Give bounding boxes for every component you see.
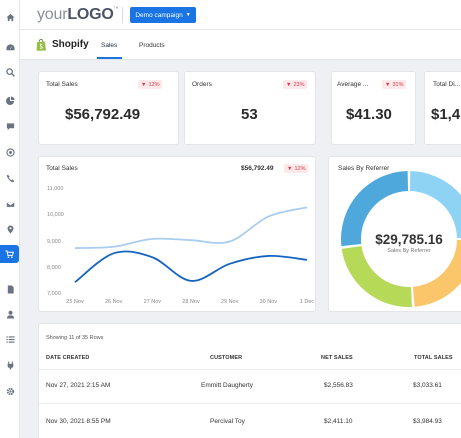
kpi-card-total-sales[interactable]: Total Sales ▼ 12% $56,792.49: [38, 71, 179, 145]
pie-chart-icon[interactable]: [4, 94, 16, 106]
down-arrow-icon: ▼: [141, 81, 147, 88]
total-sales-chart-card: Total Sales $56,792.49 ▼ 12% 11,000 10,000…: [38, 156, 316, 312]
row-divider-line: [39, 403, 461, 404]
kpi-value: $41.30: [346, 106, 392, 123]
x-tick-label: 25 Nov: [66, 299, 84, 305]
page-title: Shopify: [52, 39, 89, 50]
down-arrow-icon: ▼: [287, 165, 293, 172]
change-value: 12%: [148, 81, 160, 88]
change-badge: ▼ 12%: [138, 80, 163, 89]
user-icon[interactable]: [4, 308, 16, 320]
x-tick-label: 27 Nov: [143, 299, 162, 305]
chat-icon[interactable]: [4, 120, 16, 132]
shopify-bag-icon: [36, 39, 46, 51]
column-header-date[interactable]: DATE CREATED: [46, 355, 90, 361]
cell-net-sales: $2,411.10: [324, 418, 353, 425]
donut-subtitle: Sales By Referrer: [387, 248, 431, 254]
y-tick-label: 9,000: [47, 238, 61, 245]
chart-total: $56,792.49: [241, 165, 274, 172]
change-value: 12%: [294, 165, 306, 172]
kpi-label: Total Di...: [433, 81, 461, 88]
y-tick-label: 11,000: [47, 186, 64, 192]
dashboard-icon[interactable]: [4, 41, 16, 53]
kpi-card-orders[interactable]: Orders ▼ 23% 53: [184, 71, 316, 145]
tab-sales[interactable]: Sales: [101, 42, 118, 49]
campaign-dropdown-button[interactable]: Demo campaign ▼: [130, 7, 196, 23]
x-tick-label: 29 Nov: [220, 299, 239, 305]
campaign-label: Demo campaign: [135, 11, 183, 19]
donut-center: $29,785.16 Sales By Referrer: [359, 232, 459, 254]
x-tick-label: 26 Nov: [104, 299, 123, 305]
top-header: yourLOGO™ Demo campaign ▼: [20, 0, 461, 30]
x-tick-label: 30 Nov: [259, 299, 278, 305]
cart-icon[interactable]: [0, 245, 19, 263]
header-divider-line: [39, 369, 461, 370]
phone-icon[interactable]: [4, 172, 16, 184]
referrer-title: Sales By Referrer: [338, 165, 390, 172]
email-icon[interactable]: [4, 198, 16, 210]
y-tick-label: 8,000: [47, 264, 61, 271]
series-line: [74, 206, 308, 249]
orders-table-card: Showing 11 of 35 Rows DATE CREATED CUSTO…: [38, 323, 461, 438]
home-icon[interactable]: [4, 11, 16, 23]
logo: yourLOGO™: [37, 6, 119, 23]
tab-products[interactable]: Products: [139, 42, 165, 49]
kpi-label: Total Sales: [46, 81, 78, 88]
cell-net-sales: $2,556.83: [324, 382, 353, 389]
cell-customer: Percival Toy: [210, 418, 245, 425]
change-badge: ▼ 31%: [382, 80, 407, 89]
donut-chart: [341, 171, 461, 307]
down-arrow-icon: ▼: [286, 81, 292, 88]
chart-title: Total Sales: [46, 165, 78, 172]
cell-customer: Emmitt Daugherty: [201, 382, 254, 389]
x-tick-label: 28 Nov: [182, 299, 200, 305]
row-count-text: Showing 11 of 35 Rows: [46, 335, 104, 341]
donut-segment[interactable]: [341, 245, 412, 307]
cell-date: Nov 27, 2021 2:15 AM: [46, 382, 111, 389]
line-chart-plot: [74, 206, 308, 283]
column-header-total-sales[interactable]: TOTAL SALES: [414, 355, 453, 361]
list-icon[interactable]: [4, 333, 16, 345]
down-arrow-icon: ▼: [385, 81, 391, 88]
chevron-down-icon: ▼: [185, 12, 191, 18]
change-value: 31%: [392, 81, 404, 88]
header-divider: [122, 7, 123, 23]
donut-segment[interactable]: [412, 239, 461, 307]
gear-icon[interactable]: [4, 385, 16, 397]
icon-sidebar: [0, 0, 20, 438]
kpi-value: $1,4: [431, 106, 461, 123]
series-line: [74, 250, 308, 283]
integration-subheader: Shopify Sales Products: [20, 30, 461, 60]
kpi-value: 53: [241, 106, 258, 123]
document-icon[interactable]: [4, 283, 16, 295]
change-badge: ▼ 12%: [284, 164, 309, 173]
kpi-label: Orders: [192, 81, 212, 88]
change-badge: ▼ 23%: [283, 80, 308, 89]
cell-total-sales: $3,984.93: [413, 418, 442, 425]
y-tick-label: 7,000: [47, 291, 61, 297]
donut-segment[interactable]: [341, 171, 409, 247]
change-value: 23%: [293, 81, 305, 88]
location-icon[interactable]: [4, 223, 16, 235]
active-tab-indicator: [97, 57, 122, 59]
column-header-customer[interactable]: CUSTOMER: [210, 355, 243, 361]
kpi-card-total-discounts[interactable]: Total Di... $1,4: [424, 71, 461, 145]
cell-total-sales: $3,033.61: [413, 382, 442, 389]
target-icon[interactable]: [4, 146, 16, 158]
plug-icon[interactable]: [4, 359, 16, 371]
donut-total: $29,785.16: [375, 232, 443, 247]
sales-by-referrer-card: Sales By Referrer $29,785.16 Sales By Re…: [328, 156, 461, 312]
column-header-net-sales[interactable]: NET SALES: [321, 355, 353, 361]
x-tick-label: 1 Dec: [299, 299, 315, 305]
cell-date: Nov 30, 2021 8:55 PM: [46, 418, 111, 425]
kpi-label: Average ...: [337, 81, 369, 88]
y-tick-label: 10,000: [47, 212, 64, 219]
kpi-value: $56,792.49: [65, 106, 141, 123]
kpi-card-average[interactable]: Average ... ▼ 31% $41.30: [331, 71, 416, 145]
search-icon[interactable]: [4, 66, 16, 78]
donut-segment[interactable]: [409, 171, 461, 239]
